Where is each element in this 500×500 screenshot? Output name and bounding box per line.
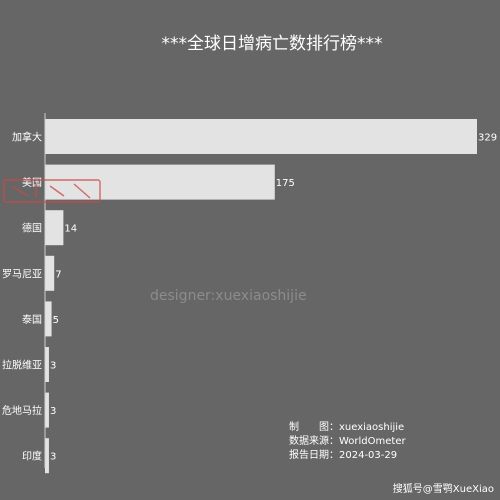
value-label-1: 175 <box>276 178 295 189</box>
category-label-5: 拉脱维亚 <box>2 359 42 372</box>
category-label-6: 危地马拉 <box>2 404 42 417</box>
note-maker: 制 图：xuexiaoshijie <box>289 420 404 433</box>
value-label-7: 3 <box>50 452 56 463</box>
category-label-2: 德国 <box>22 222 42 235</box>
stamp-logo <box>3 179 101 203</box>
category-label-4: 泰国 <box>22 313 42 326</box>
value-label-0: 329 <box>478 133 497 144</box>
value-label-6: 3 <box>50 406 56 417</box>
category-label-3: 罗马尼亚 <box>2 268 42 280</box>
bar-7 <box>45 438 49 474</box>
bar-0 <box>45 119 477 154</box>
bar-6 <box>45 392 49 428</box>
value-label-5: 3 <box>50 361 56 372</box>
note-date: 报告日期：2024-03-29 <box>289 448 397 461</box>
category-label-0: 加拿大 <box>12 131 42 144</box>
corner-watermark: 搜狐号@雪鹗XueXiao <box>393 482 494 495</box>
category-label-7: 印度 <box>22 450 42 463</box>
bar-4 <box>45 301 52 337</box>
category-label-1: 美国 <box>22 176 42 189</box>
bar-3 <box>45 255 55 291</box>
value-label-4: 5 <box>53 315 59 326</box>
bars-group: 加拿大 329 美国 175 德国 14 罗马尼亚 7 泰国 5 拉脱维亚 3 危地马拉 3 印度 3 <box>2 119 497 474</box>
bar-5 <box>45 347 49 382</box>
watermark-text: designer:xuexiaoshijie <box>150 288 307 304</box>
bar-2 <box>45 210 64 246</box>
chart-title: ***全球日增病亡数排行榜*** <box>162 34 383 54</box>
value-label-3: 7 <box>55 269 61 280</box>
note-source: 数据来源：WorldOmeter <box>289 434 406 447</box>
bar-1 <box>45 164 275 200</box>
value-label-2: 14 <box>64 224 77 235</box>
